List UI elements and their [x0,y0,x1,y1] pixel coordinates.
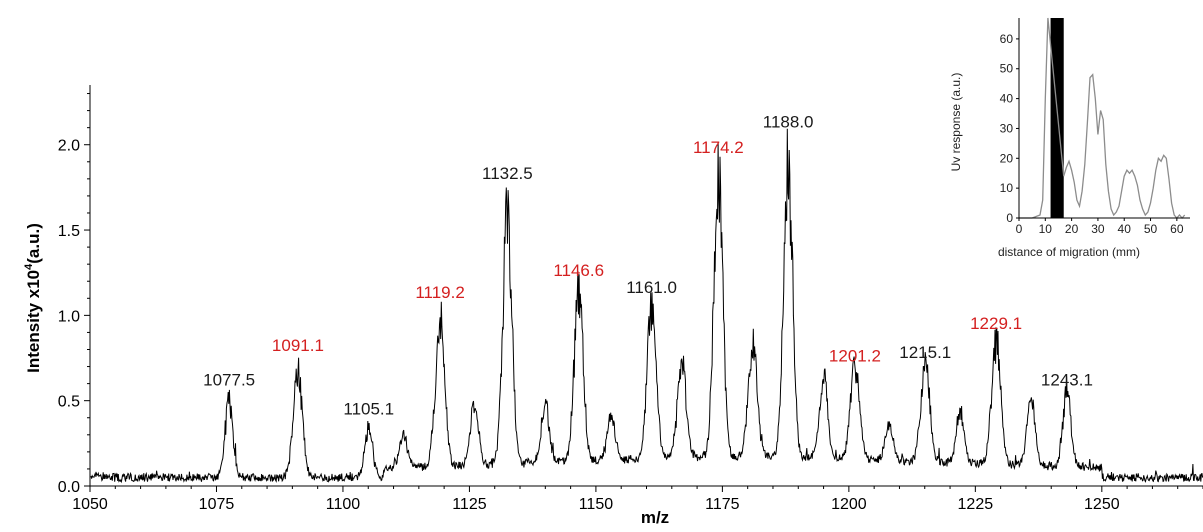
y-tick-label: 0.0 [58,479,80,496]
inset-y-tick-label: 0 [1006,211,1013,225]
inset-shaded-band [1050,18,1064,218]
x-axis-label: m/z [641,508,669,527]
peak-labels: 1077.5 1091.1 1105.1 1119.2 1132.5 1146.6 1161… [203,113,1093,419]
x-tick-label: 1225 [958,496,994,513]
spectrum-trace [90,128,1203,484]
peak-label: 1174.2 [693,138,744,157]
y-tick-label: 1.5 [58,223,80,240]
inset-x-tick-label: 30 [1091,222,1105,236]
y-axis-ticks: 0.0 0.5 1.0 1.5 2.0 [58,93,90,496]
x-tick-label: 1150 [579,496,614,513]
inset-x-axis-ticks: 0 10 20 30 40 50 60 [1016,218,1184,236]
inset-x-tick-label: 40 [1118,222,1132,236]
peak-label: 1215.1 [899,343,951,362]
inset-y-axis-label: Uv response (a.u.) [949,73,963,172]
peak-label: 1132.5 [482,164,533,183]
uv-inset-chart: 0 10 20 30 40 50 60 0 10 20 30 40 50 60 distance of … [949,17,1190,259]
peak-label: 1201.2 [829,346,881,365]
peak-label: 1229.1 [970,314,1022,333]
peak-label: 1105.1 [343,399,394,418]
inset-y-tick-label: 60 [1000,32,1014,46]
inset-x-axis-label: distance of migration (mm) [998,245,1140,259]
y-axis-label: Intensity x104(a.u.) [23,223,43,373]
x-axis-ticks: 1050 1075 1100 1125 1150 1175 1200 1225 1250 [72,486,1203,513]
inset-x-tick-label: 10 [1039,222,1053,236]
x-tick-label: 1200 [831,496,867,513]
y-axis-label-exponent: 4 [23,263,35,270]
peak-label: 1091.1 [272,336,324,355]
inset-x-tick-label: 0 [1016,222,1023,236]
peak-label: 1188.0 [763,113,814,132]
y-tick-label: 2.0 [58,138,80,155]
x-tick-label: 1075 [199,496,235,513]
inset-x-tick-label: 20 [1065,222,1079,236]
inset-y-tick-label: 20 [1000,151,1014,165]
peak-label: 1119.2 [415,283,464,302]
x-tick-label: 1175 [705,496,740,513]
inset-y-tick-label: 40 [1000,92,1014,106]
inset-y-axis-ticks: 0 10 20 30 40 50 60 [1000,32,1019,225]
inset-x-tick-label: 60 [1170,222,1184,236]
y-tick-label: 0.5 [58,394,80,411]
peak-label: 1146.6 [553,261,604,280]
inset-y-tick-label: 50 [1000,62,1014,76]
ms-spectrum-chart: 1050 1075 1100 1125 1150 1175 1200 1225 1250 0.0… [23,85,1203,527]
inset-y-tick-label: 30 [1000,121,1014,135]
x-tick-label: 1125 [452,496,487,513]
y-tick-label: 1.0 [58,308,80,325]
y-axis-label-unit: (a.u.) [24,223,43,264]
peak-label: 1161.0 [626,278,677,297]
peak-label: 1077.5 [203,370,255,389]
x-tick-label: 1050 [72,496,108,513]
peak-label: 1243.1 [1041,370,1093,389]
inset-y-tick-label: 10 [1000,181,1014,195]
y-axis-label-text: Intensity x10 [24,270,43,373]
x-tick-label: 1100 [326,496,361,513]
x-tick-label: 1250 [1084,496,1120,513]
inset-uv-trace [1019,17,1186,219]
inset-x-tick-label: 50 [1144,222,1158,236]
